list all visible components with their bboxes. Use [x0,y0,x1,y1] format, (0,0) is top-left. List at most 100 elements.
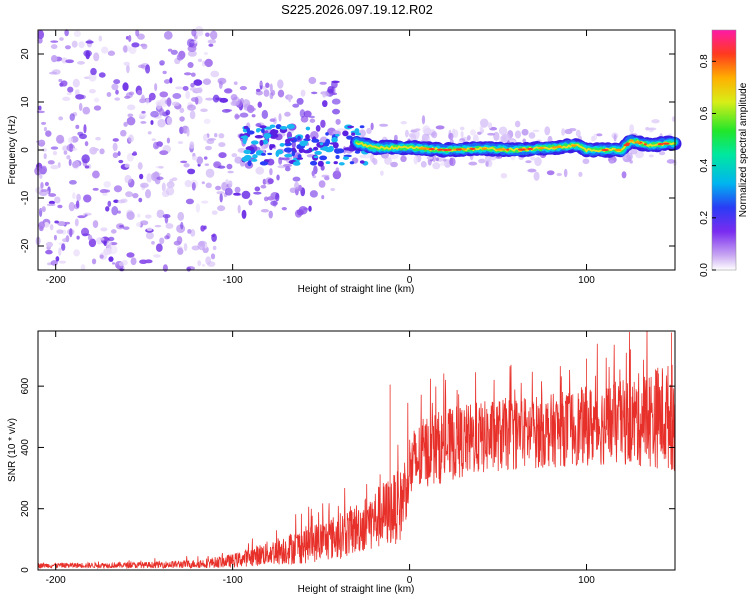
spectrogram-blob [320,119,326,128]
spectrogram-blob [197,240,206,251]
spectrogram-blob [83,194,92,203]
spectrogram-blob [217,205,226,212]
spectrogram-blob [370,122,374,131]
spectrogram-peak [635,141,640,144]
spectrogram-blob [596,133,603,137]
spectrogram-speckle [283,147,293,153]
spectrogram-blob [36,110,45,114]
spectrogram-blob [68,137,74,144]
spectrogram-blob [315,124,321,132]
colorbar-ticks: 0.0 0.2 0.4 0.6 0.8 [699,54,716,277]
spectrogram-blob [98,72,106,78]
spectrogram-peak [571,144,577,147]
spectrogram-blob [332,108,341,115]
spectrogram-blob [564,128,573,135]
spectrogram-blob [420,161,427,168]
spectrogram-speckle [269,124,276,128]
spectrogram-blob [53,234,57,241]
spectrogram-peak [442,148,449,152]
spectrogram-blob [61,243,66,251]
spectrogram-blob [204,58,213,68]
spectrogram-speckle [299,148,306,153]
spectrogram-blob [83,49,92,57]
spectrogram-blob [203,133,208,142]
spectrogram-speckle [317,160,324,167]
spectrogram-blob [255,166,265,175]
spectrogram-blob [118,262,124,267]
spectrogram-speckle [247,160,252,167]
spectrogram-blob [191,155,198,161]
spectrogram-blob [92,187,99,191]
spectrogram-blob [113,199,119,204]
spectrogram-blob [83,124,87,134]
spectrogram-blob [66,155,71,160]
spectrogram-speckle [359,125,365,129]
spectrogram-blob [370,153,375,163]
spectrogram-blob [157,118,166,128]
spectrogram-blob [276,174,280,181]
spectrogram-blob [120,198,128,203]
spectrogram-blob [211,233,217,242]
spectrogram-blob [324,176,330,181]
spectrogram-blob [484,154,491,164]
spectrogram-blob [195,87,203,93]
spectrogram-blob [128,91,135,96]
spectrogram-blob [269,168,273,176]
spectrogram-blob [380,170,384,176]
spectrogram-blob [259,81,263,86]
spectrogram-blob [128,35,132,42]
spectrogram-blob [69,113,75,122]
spectrogram-blob [213,161,220,168]
spectrogram-blob [234,186,241,194]
spectrogram-blob [44,181,49,187]
spectrogram-ridge-band [355,139,676,153]
spectrogram-speckle [292,161,301,166]
spectrogram-blob [177,141,184,145]
spectrogram-blob [216,191,225,195]
spectrogram-blob [410,133,417,143]
spectrogram-speckle [284,153,293,158]
spectrogram-x-tick-label: -100 [223,275,243,286]
spectrogram-blob [50,146,59,150]
spectrogram-peak [460,148,467,151]
spectrogram-blob [113,185,123,193]
spectrogram-blob [332,170,342,180]
spectrogram-blob [48,193,57,197]
spectrogram-blob [169,77,173,84]
spectrogram-blob [203,118,211,124]
spectrogram-blob [179,107,185,114]
spectrogram-blob [39,174,43,179]
spectrogram-blob [533,171,540,181]
spectrogram-blob [575,129,581,138]
spectrogram-blob [193,79,203,86]
spectrogram-blob [115,89,119,95]
spectrogram-blob [95,136,101,141]
spectrogram-blob [50,40,59,43]
spectrogram-blob [311,91,318,95]
spectrogram-blob [154,83,158,92]
spectrogram-blob [211,210,218,215]
spectrogram-blob [166,181,175,189]
spectrogram-blob [527,168,537,173]
snr-x-tick-label: -100 [223,575,243,586]
colorbar-tick-label: 0.6 [699,106,710,120]
spectrogram-blob [468,161,478,166]
spectrogram-blob [190,97,199,102]
spectrogram-blob [179,116,185,122]
spectrogram-blob [310,130,319,140]
spectrogram-blob [514,130,522,139]
spectrogram-speckle [246,127,251,132]
spectrogram-blob [123,45,128,53]
spectrogram-speckle [243,149,251,155]
spectrogram-blob [556,172,562,177]
spectrogram-speckle [297,154,302,158]
spectrogram-blob [621,171,627,179]
spectrogram-blob [190,72,196,77]
spectrogram-speckle [335,133,340,137]
spectrogram-speckle [267,152,273,156]
spectrogram-blob [48,200,56,205]
spectrogram-blob [204,163,210,166]
spectrogram-blob [38,105,42,111]
spectrogram-blob [50,44,58,50]
spectrogram-blob [218,152,227,159]
